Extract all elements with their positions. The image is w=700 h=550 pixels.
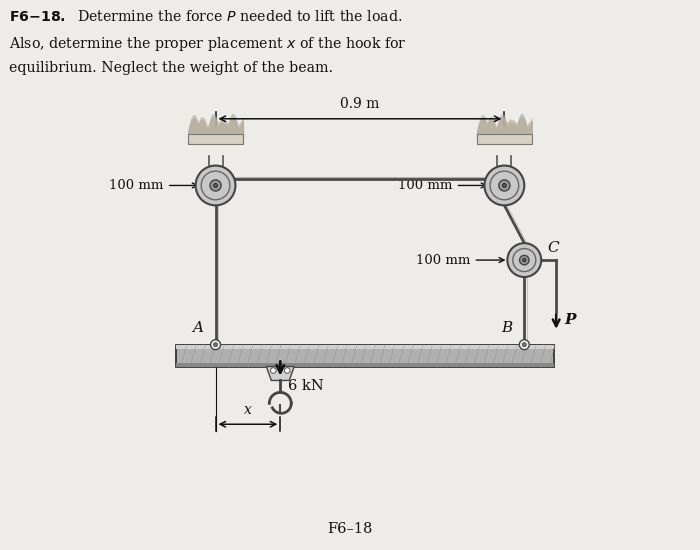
Circle shape: [284, 368, 290, 373]
Text: 100 mm: 100 mm: [109, 179, 164, 192]
Circle shape: [211, 340, 220, 350]
Text: B: B: [501, 321, 512, 335]
Circle shape: [270, 368, 276, 373]
Bar: [477, 134, 532, 144]
Text: 0.9 m: 0.9 m: [340, 97, 379, 111]
Circle shape: [214, 184, 218, 188]
Text: 6 kN: 6 kN: [288, 379, 324, 393]
Circle shape: [503, 184, 506, 188]
Text: Also, determine the proper placement $x$ of the hook for: Also, determine the proper placement $x$…: [9, 35, 407, 53]
Bar: [188, 134, 243, 144]
Circle shape: [523, 258, 526, 262]
Text: A: A: [193, 321, 204, 335]
Text: 100 mm: 100 mm: [398, 179, 453, 192]
Circle shape: [214, 343, 218, 346]
Circle shape: [195, 166, 235, 205]
Circle shape: [522, 343, 526, 346]
Text: 100 mm: 100 mm: [416, 254, 470, 267]
Circle shape: [519, 340, 529, 350]
Text: x: x: [244, 403, 252, 417]
Text: equilibrium. Neglect the weight of the beam.: equilibrium. Neglect the weight of the b…: [9, 61, 333, 75]
Bar: [176, 362, 554, 366]
Circle shape: [484, 166, 524, 205]
Text: C: C: [547, 241, 559, 255]
Text: P: P: [564, 313, 575, 327]
Circle shape: [499, 180, 510, 191]
Circle shape: [519, 255, 529, 265]
Text: $\mathbf{F6{-}18.}$  Determine the force $P$ needed to lift the load.: $\mathbf{F6{-}18.}$ Determine the force …: [9, 9, 402, 24]
Bar: [176, 345, 554, 349]
Text: F6–18: F6–18: [328, 522, 372, 536]
Polygon shape: [266, 366, 294, 381]
Circle shape: [508, 243, 541, 277]
Bar: [176, 345, 554, 366]
Circle shape: [210, 180, 221, 191]
